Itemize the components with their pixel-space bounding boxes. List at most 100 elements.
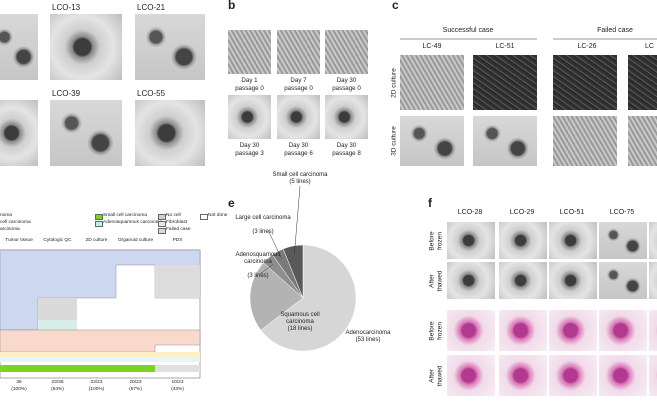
caption: passage 0 (332, 85, 361, 92)
micrograph (549, 355, 597, 396)
micrograph (447, 222, 495, 259)
micrograph (228, 30, 271, 74)
band (0, 358, 200, 362)
slice-label: Large cell carcinoma (235, 215, 291, 221)
band (0, 352, 200, 358)
panel-letter: b (228, 0, 236, 12)
micrograph (447, 310, 495, 351)
micrograph (447, 355, 495, 396)
pie-slice (249, 262, 304, 331)
band (155, 265, 200, 298)
row-header: thawed (436, 270, 444, 291)
micrograph (549, 222, 597, 259)
leader (259, 264, 274, 275)
label: LCO-55 (137, 89, 166, 98)
micrograph (649, 262, 657, 299)
count: (43%) (171, 387, 184, 392)
legend-label: cell carcinoma (0, 220, 31, 225)
column-header: Tumor tissue (5, 238, 33, 243)
legend-label: noma (0, 213, 12, 218)
caption: passage 0 (284, 85, 313, 92)
column-header: LC-51 (495, 43, 515, 50)
count: 10/23 (171, 380, 184, 385)
micrograph (628, 55, 657, 110)
band (0, 329, 201, 353)
caption: Day 30 (336, 142, 357, 149)
column-header: LC-26 (577, 43, 597, 50)
legend-swatch (158, 221, 166, 227)
caption: passage 3 (235, 150, 264, 157)
caption: Day 7 (290, 77, 307, 84)
row-header: frozen (436, 321, 444, 340)
column-header: LC-49 (422, 43, 442, 50)
column-header: LCO-29 (509, 209, 535, 216)
legend-label: Failed case (166, 227, 191, 232)
row-header: Before (428, 230, 436, 251)
micrograph (447, 262, 495, 299)
label: LCO-39 (52, 89, 81, 98)
legend-label: Not done (208, 213, 228, 218)
column-header: Cytologic QC (43, 238, 72, 243)
slice-label: Small cell carcinoma (272, 172, 328, 178)
panel-letter: c (392, 0, 399, 12)
micrograph (473, 116, 537, 166)
row-header: Before (428, 320, 436, 341)
leader (267, 229, 282, 259)
panel-letter: e (228, 196, 235, 210)
value-label: (53 lines) (355, 337, 381, 343)
micrograph (649, 222, 657, 259)
micrograph (277, 30, 320, 74)
micrograph (549, 310, 597, 351)
group-header: Successful case (442, 27, 494, 34)
count: 36 (16, 380, 22, 385)
micrograph (228, 95, 271, 139)
caption: passage 0 (235, 85, 264, 92)
value-label: (3 lines) (247, 273, 269, 279)
micrograph (599, 222, 647, 259)
micrograph (277, 95, 320, 139)
micrograph (50, 14, 122, 80)
label: LCO-21 (137, 3, 166, 12)
micrograph (599, 310, 647, 351)
band (38, 320, 77, 330)
pie-slice (260, 244, 357, 352)
caption: passage 8 (332, 150, 361, 157)
column-header: LC (645, 43, 654, 50)
column-header: LCO-28 (457, 209, 483, 216)
micrograph (135, 14, 205, 80)
panel-letter: f (428, 196, 432, 210)
row-header: After (428, 273, 436, 288)
micrograph (0, 100, 38, 166)
band (38, 298, 77, 320)
legend-label: arcinoma (0, 227, 20, 232)
count: 20/23 (129, 380, 142, 385)
micrograph (553, 55, 617, 110)
micrograph (499, 310, 547, 351)
count: 23/36 (51, 380, 64, 385)
value-label: (5 lines) (289, 179, 311, 185)
caption: Day 30 (288, 142, 309, 149)
count: (100%) (11, 387, 27, 392)
column-header: LCO-75 (609, 209, 635, 216)
micrograph (499, 355, 547, 396)
row-header: 2D culture (390, 68, 398, 98)
micrograph (50, 100, 122, 166)
legend-label: Fibroblast (166, 220, 188, 225)
micrograph (135, 100, 205, 166)
micrograph (549, 262, 597, 299)
legend-label: Small cell carcinoma (103, 213, 147, 218)
row-header: thawed (436, 365, 444, 386)
column-header: Organoid culture (117, 238, 154, 243)
micrograph (649, 355, 657, 396)
band (155, 365, 200, 372)
column-header: LCO-51 (559, 209, 585, 216)
slice-label: Squamous cell carcinoma (280, 312, 320, 325)
row-header: frozen (436, 231, 444, 250)
legend-swatch (200, 214, 208, 220)
column-header: 2D culture (85, 238, 108, 243)
micrograph (325, 30, 368, 74)
column-header: PDX (172, 238, 183, 243)
label: LCO-13 (52, 3, 81, 12)
